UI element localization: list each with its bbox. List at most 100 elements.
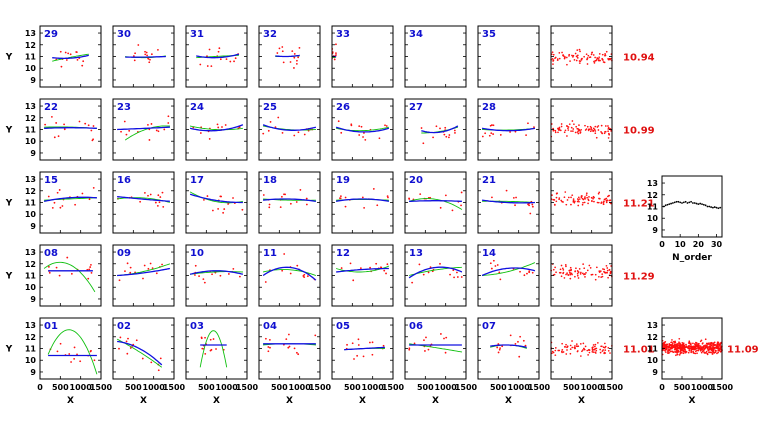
order-number-label: 30 xyxy=(117,29,131,40)
data-point xyxy=(460,276,463,278)
data-point xyxy=(241,208,244,211)
data-point xyxy=(587,129,590,132)
data-point xyxy=(576,345,579,348)
data-point xyxy=(592,54,595,56)
data-point xyxy=(565,56,568,59)
order-mean-point xyxy=(684,200,687,203)
data-point xyxy=(579,132,582,134)
data-point xyxy=(600,345,602,348)
data-point xyxy=(356,354,359,357)
data-point xyxy=(232,268,235,270)
data-point xyxy=(555,271,557,274)
data-point xyxy=(694,352,697,355)
data-point xyxy=(583,201,586,204)
panel-order-10-group: 10 xyxy=(185,244,248,307)
data-point xyxy=(408,348,411,351)
data-point xyxy=(554,57,556,60)
data-point xyxy=(566,199,569,201)
green-fit-curve xyxy=(189,125,243,131)
data-point xyxy=(135,339,138,342)
data-point xyxy=(602,203,605,205)
order-mean-point xyxy=(675,200,678,203)
data-point xyxy=(357,338,360,341)
data-point xyxy=(505,189,508,192)
data-point xyxy=(492,133,495,135)
panel-order-25-group: 25 xyxy=(258,98,321,161)
data-point xyxy=(591,51,593,54)
panel-order-06-plot-area xyxy=(408,333,462,354)
data-point xyxy=(601,132,604,135)
data-point xyxy=(147,57,150,60)
data-point xyxy=(449,273,451,276)
combined-panel-row-1-frame xyxy=(550,25,613,88)
data-point xyxy=(128,129,131,132)
y-tick-label: 11 xyxy=(25,345,37,354)
data-point xyxy=(484,132,487,135)
data-point xyxy=(385,272,387,275)
y-tick-label: 13 xyxy=(25,248,36,257)
data-point xyxy=(680,349,683,352)
order-number-label: 27 xyxy=(409,102,423,113)
data-point xyxy=(605,201,608,204)
order-number-label: 18 xyxy=(263,175,277,186)
data-point xyxy=(585,192,588,195)
data-point xyxy=(558,126,561,129)
data-point xyxy=(576,350,579,353)
data-point xyxy=(339,195,342,198)
data-point xyxy=(262,132,265,135)
data-point xyxy=(597,57,600,60)
data-point xyxy=(439,262,441,265)
data-point xyxy=(375,262,378,265)
data-point xyxy=(215,348,217,350)
data-point xyxy=(333,58,336,61)
data-point xyxy=(719,350,722,353)
blue-fit-curve xyxy=(335,198,390,202)
n-order-y-tick-label: 9 xyxy=(652,226,658,235)
data-point xyxy=(588,56,591,59)
data-point xyxy=(425,336,427,339)
data-point xyxy=(591,350,594,353)
order-mean-point xyxy=(664,204,667,207)
data-point xyxy=(558,271,561,274)
data-point xyxy=(420,127,423,129)
data-point xyxy=(435,125,438,128)
data-point xyxy=(50,115,53,118)
order-number-label: 09 xyxy=(117,248,131,259)
data-point xyxy=(514,204,516,207)
data-point xyxy=(491,196,493,199)
green-fit-curve xyxy=(190,271,243,275)
data-point xyxy=(363,206,366,209)
blue-fit-curve xyxy=(44,127,97,129)
data-point xyxy=(699,346,701,349)
combined-panel-row-4: 11.29 xyxy=(550,244,655,307)
order-number-label: 28 xyxy=(482,102,496,113)
data-point xyxy=(147,123,149,126)
data-point xyxy=(206,195,209,197)
data-point xyxy=(560,275,563,278)
data-point xyxy=(81,64,84,67)
data-point xyxy=(554,131,557,134)
data-point xyxy=(289,202,292,205)
data-point xyxy=(578,198,581,200)
data-point xyxy=(289,272,292,275)
data-point xyxy=(710,351,713,354)
data-point xyxy=(577,277,580,279)
data-point xyxy=(563,196,566,199)
data-point xyxy=(558,198,560,201)
data-point xyxy=(578,268,581,270)
data-point xyxy=(167,122,170,124)
data-point xyxy=(573,123,575,126)
data-point xyxy=(481,135,484,138)
data-point xyxy=(64,51,67,54)
data-point xyxy=(553,203,556,206)
data-point xyxy=(155,272,158,275)
data-point xyxy=(118,347,120,350)
data-point xyxy=(499,347,501,349)
data-point xyxy=(351,342,354,345)
data-point xyxy=(710,349,712,351)
data-point xyxy=(124,270,126,273)
data-point xyxy=(598,56,601,59)
data-point xyxy=(161,191,164,194)
data-point xyxy=(589,130,592,133)
